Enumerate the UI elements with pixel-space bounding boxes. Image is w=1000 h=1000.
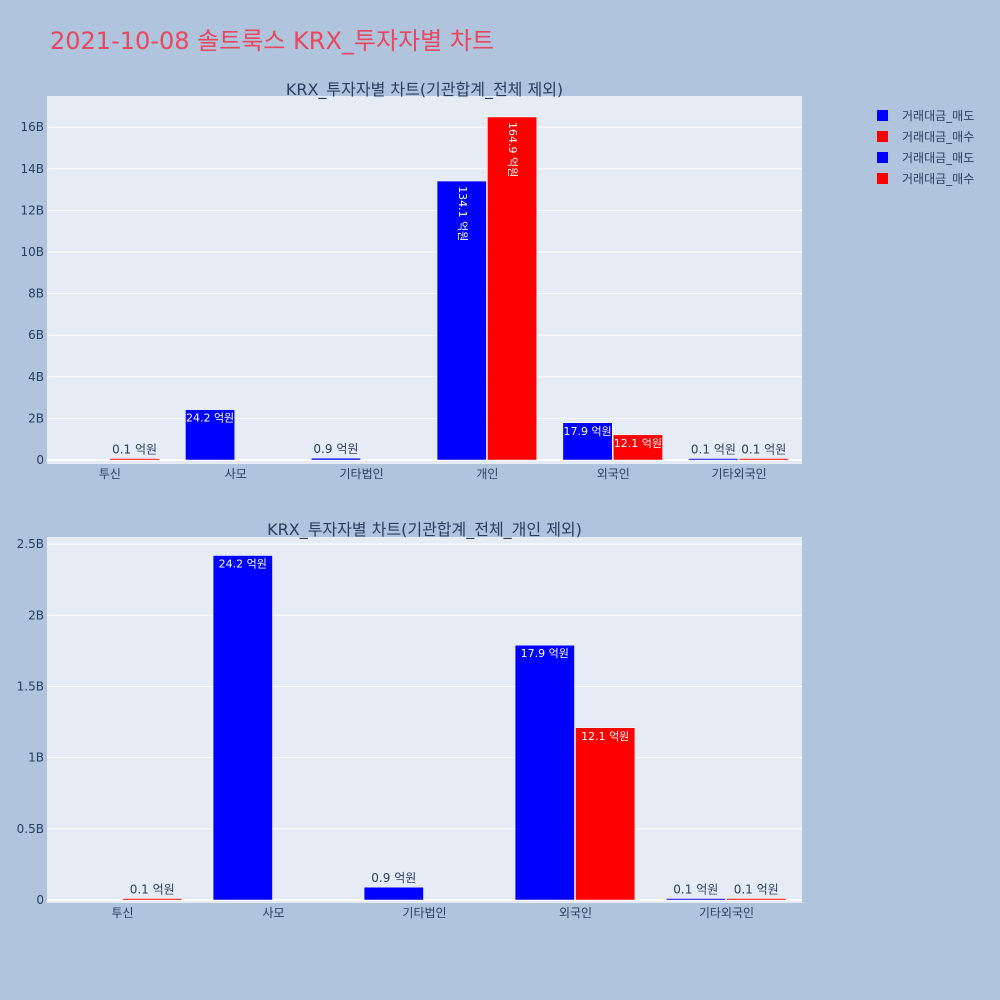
bar-data-label: 164.9 억원 [506,122,519,177]
y-tick-label: 1B [28,751,44,765]
chart-title: KRX_투자자별 차트(기관합계_전체 제외) [286,80,563,100]
bar-data-label: 17.9 억원 [521,647,569,660]
bar[interactable] [436,180,487,461]
bar-data-label: 0.1 억원 [741,443,786,457]
x-tick-label: 기타외국인 [699,906,754,920]
page-title: 2021-10-08 솔트룩스 KRX_투자자별 차트 [50,27,494,55]
bar-data-label: 0.1 억원 [734,883,779,897]
x-tick-label: 투신 [99,467,121,481]
legend-label[interactable]: 거래대금_매도 [902,109,974,123]
y-tick-label: 2B [28,608,44,622]
y-tick-label: 16B [20,120,44,134]
bar[interactable] [363,886,424,901]
bar-data-label: 12.1 억원 [581,730,629,743]
y-tick-label: 2.5B [17,537,44,551]
x-tick-label: 외국인 [559,906,592,920]
bar-data-label: 134.1 억원 [456,186,469,241]
y-tick-label: 4B [28,370,44,384]
bar-data-label: 0.1 억원 [112,443,157,457]
bar[interactable] [109,458,160,461]
y-tick-label: 1.5B [17,679,44,693]
chart-bottom: 0 0.5B 1B 1.5B 2B 2.5B KRX_투자자별 차트(기관합계_전체_개인 … [17,520,802,920]
bar[interactable] [738,458,789,461]
x-tick-label: 사모 [225,467,247,481]
bar-data-label: 0.9 억원 [371,871,416,885]
bar[interactable] [185,409,236,461]
x-tick-label: 사모 [262,906,284,920]
legend-swatch[interactable] [877,152,888,163]
bar-data-label: 17.9 억원 [563,425,611,438]
y-tick-label: 0 [36,893,44,907]
bar[interactable] [613,434,663,461]
y-tick-label: 12B [20,203,44,217]
bar-data-label: 0.1 억원 [673,883,718,897]
bar-data-label: 12.1 억원 [614,437,662,450]
bar[interactable] [212,555,273,901]
x-tick-label: 기타외국인 [711,467,766,481]
y-tick-label: 2B [28,411,44,425]
y-tick-label: 10B [20,245,44,259]
bar-data-label: 0.9 억원 [313,442,358,456]
bar-data-label: 24.2 억원 [186,412,234,425]
y-tick-label: 0 [36,453,44,467]
x-tick-label: 기타법인 [339,467,383,481]
legend-swatch[interactable] [877,131,888,142]
x-tick-label: 개인 [476,467,498,481]
legend-label[interactable]: 거래대금_매수 [902,130,974,144]
plot-area [47,537,802,903]
bar[interactable] [726,898,787,901]
plot-area [47,96,802,464]
chart-title: KRX_투자자별 차트(기관합계_전체_개인 제외) [267,520,582,540]
bar-data-label: 24.2 억원 [219,558,267,571]
bar[interactable] [575,727,636,901]
legend-swatch[interactable] [877,173,888,184]
x-tick-label: 투신 [111,906,133,920]
y-tick-label: 0.5B [17,822,44,836]
x-tick-label: 외국인 [597,467,630,481]
bar[interactable] [665,898,726,901]
bar-data-label: 0.1 억원 [130,883,175,897]
legend-swatch[interactable] [877,110,888,121]
legend-label[interactable]: 거래대금_매도 [902,151,974,165]
bar[interactable] [122,898,183,901]
bar[interactable] [562,422,613,461]
bar[interactable] [514,644,575,901]
chart-top: 0 2B 4B 6B 8B 10B 12B 14B 16B KRX_투자자별 차트(기관합계_전체… [20,80,802,481]
bar[interactable] [311,457,361,461]
bar[interactable] [688,458,739,461]
x-tick-label: 기타법인 [402,906,446,920]
legend-label[interactable]: 거래대금_매수 [902,172,974,186]
y-tick-label: 8B [28,287,44,301]
y-tick-label: 6B [28,328,44,342]
y-tick-label: 14B [20,162,44,176]
bar[interactable] [487,116,537,461]
bar-data-label: 0.1 억원 [691,443,736,457]
